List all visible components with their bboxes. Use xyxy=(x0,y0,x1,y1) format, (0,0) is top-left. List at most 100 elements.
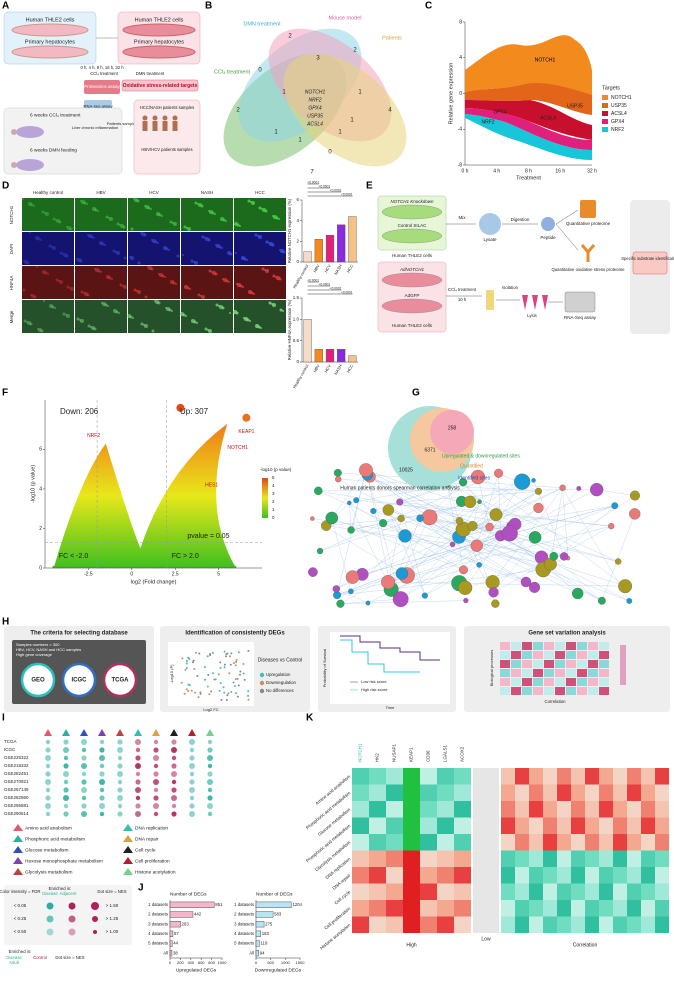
mini-plot xyxy=(330,632,450,704)
cell-signal xyxy=(215,244,217,246)
cell-signal xyxy=(249,320,251,322)
bar xyxy=(325,349,335,363)
enrichment-dot xyxy=(45,787,51,793)
cell-signal xyxy=(144,205,146,207)
label: KEAP1 xyxy=(238,429,254,435)
colorbar-label: 1 xyxy=(272,507,275,512)
heat-cell xyxy=(627,801,641,818)
label: Cell cycle xyxy=(135,847,156,853)
panel-letter: C xyxy=(425,1,432,12)
gsva-cell xyxy=(588,651,598,659)
mini-dot xyxy=(223,650,226,653)
gsva-cell xyxy=(544,642,554,650)
bar xyxy=(255,940,260,947)
cell-signal xyxy=(62,312,66,316)
label: 7 xyxy=(310,170,314,176)
enrichment-dot xyxy=(189,747,195,753)
mini-dot xyxy=(237,651,240,654)
heat-cell xyxy=(437,900,454,917)
label: FC < -2.0 xyxy=(59,553,88,560)
cell-signal xyxy=(157,242,159,244)
label: Histone acetylation xyxy=(135,869,176,875)
heat-cell xyxy=(369,900,386,917)
enrichment-dot xyxy=(135,771,141,777)
network-node xyxy=(396,498,404,506)
heat-cell xyxy=(501,784,515,801)
cell-signal xyxy=(175,283,177,285)
gsva-cell xyxy=(599,678,609,686)
enrichment-dot xyxy=(45,739,51,745)
mini-dot xyxy=(187,690,190,693)
x-tick-label: Healthy control xyxy=(292,263,310,289)
assay-box xyxy=(84,80,120,94)
cell-signal xyxy=(161,215,163,217)
x-tick-label: NASH xyxy=(333,263,343,275)
enrichment-dot xyxy=(99,755,105,761)
enrichment-dot xyxy=(45,811,51,817)
cell-signal xyxy=(113,309,117,313)
enrichment-dot xyxy=(117,787,123,793)
bar xyxy=(255,950,259,957)
network-edge xyxy=(391,518,421,590)
network-node xyxy=(314,486,323,496)
mini-dot xyxy=(187,656,190,659)
legend-dot xyxy=(259,672,265,678)
cell-signal xyxy=(83,292,85,294)
heat-cell xyxy=(369,834,386,851)
network-node xyxy=(381,575,396,590)
colorbar xyxy=(620,645,626,685)
heat-cell xyxy=(613,916,627,933)
label: Relative gene expression xyxy=(448,63,454,125)
mini-dot xyxy=(197,696,200,699)
label: Low xyxy=(481,936,491,942)
label: -log10 (p value) xyxy=(260,467,292,472)
cell-signal xyxy=(164,276,166,278)
label: CCl₄ treatment xyxy=(448,287,477,292)
label: 2 xyxy=(236,108,240,114)
network-edge xyxy=(367,475,392,590)
heat-cell xyxy=(655,768,669,785)
heat-cell xyxy=(543,834,557,851)
enrichment-dot xyxy=(135,803,141,809)
cell-signal xyxy=(69,287,71,289)
cell-signal xyxy=(171,310,173,312)
gsva-cell xyxy=(511,669,521,677)
value-label: 119 xyxy=(260,941,267,946)
network-edge xyxy=(535,505,615,538)
gsva-cell xyxy=(555,651,565,659)
baseline-dot xyxy=(98,565,102,569)
y-tick-label: 0 xyxy=(296,359,299,364)
heat-cell xyxy=(369,768,386,785)
label: Up: 307 xyxy=(180,407,209,416)
label: <0.0001 xyxy=(341,290,353,294)
baseline-dot xyxy=(61,565,65,569)
legend-dot xyxy=(68,915,76,923)
network-node xyxy=(421,509,438,526)
cell-signal xyxy=(44,271,48,275)
network-node xyxy=(528,531,542,544)
network-edge xyxy=(399,501,612,527)
cell-signal xyxy=(176,254,180,258)
network-edge xyxy=(492,487,563,583)
label: Upregulated DEGs xyxy=(176,967,217,973)
heat-cell xyxy=(529,883,543,900)
baseline-dot xyxy=(128,565,131,569)
label: HBV xyxy=(96,190,105,195)
mini-dot xyxy=(185,688,188,691)
cell-signal xyxy=(45,212,49,216)
cell-signal xyxy=(200,295,202,297)
label: Human patients donors spearman correlati… xyxy=(340,485,460,491)
gsva-cell xyxy=(555,669,565,677)
mini-dot xyxy=(230,690,233,693)
enrichment-dot xyxy=(153,811,159,817)
heat-cell xyxy=(585,850,599,867)
heat-cell xyxy=(557,867,571,884)
heat-cell xyxy=(613,867,627,884)
network-edge xyxy=(312,518,565,557)
label: Mix xyxy=(459,215,467,220)
label: 0 xyxy=(328,150,332,156)
x-tick-label: 0 xyxy=(169,960,172,965)
cell-signal xyxy=(222,278,224,280)
label: TCGA xyxy=(4,739,17,744)
baseline-dot xyxy=(134,565,138,569)
